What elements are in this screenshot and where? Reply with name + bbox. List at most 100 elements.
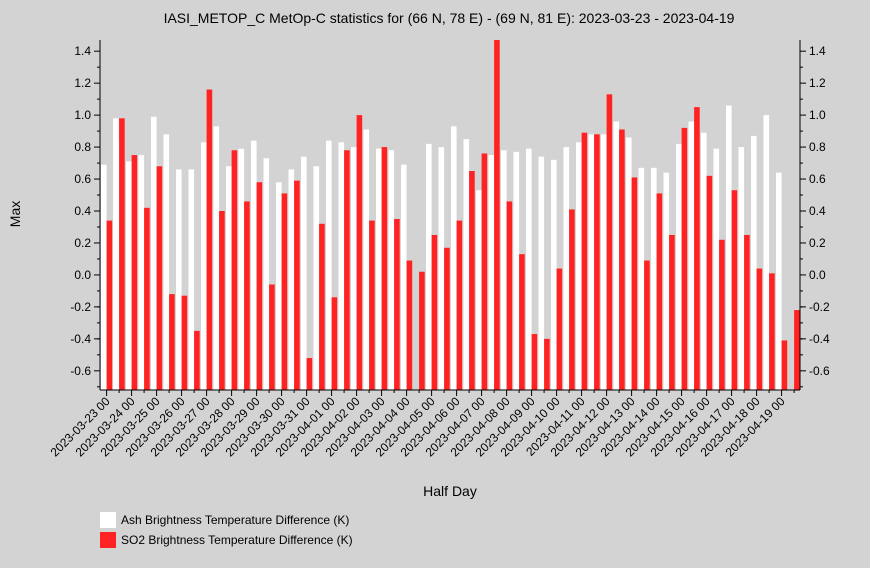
ash-bar-15 (288, 169, 295, 390)
so2-bar-18 (331, 297, 338, 390)
so2-bar-44 (656, 193, 663, 390)
ash-bar-2 (126, 161, 132, 390)
so2-bar-41 (619, 129, 625, 390)
so2-bar-40 (606, 94, 613, 390)
so2-bar-0 (106, 220, 113, 390)
so2-bar-23 (394, 219, 400, 390)
so2-bar-27 (444, 247, 450, 390)
so2-bar-48 (706, 175, 713, 390)
so2-bar-29 (469, 171, 475, 390)
bars-group (101, 40, 800, 391)
ash-bar-31 (488, 155, 495, 390)
so2-bar-32 (506, 201, 513, 390)
so2-bar-37 (569, 209, 575, 390)
so2-bar-1 (119, 118, 125, 390)
ash-bar-36 (551, 159, 557, 390)
so2-bar-20 (356, 115, 363, 391)
ash-bar-39 (588, 134, 595, 390)
so2-bar-12 (256, 182, 263, 390)
so2-bar-17 (319, 223, 325, 390)
so2-bar-34 (531, 334, 538, 390)
y-tick-label-right: -0.4 (809, 332, 830, 346)
so2-bar-25 (419, 271, 425, 390)
ash-bar-46 (676, 143, 682, 390)
ash-bar-11 (238, 148, 245, 390)
legend-label-ash: Ash Brightness Temperature Difference (K… (121, 513, 349, 527)
ash-bar-20 (351, 147, 357, 390)
so2-bar-30 (481, 153, 488, 390)
y-tick-label-left: 0.0 (74, 268, 91, 282)
y-tick-label-right: 1.2 (809, 76, 826, 90)
ash-bar-35 (538, 156, 545, 390)
legend-swatch-ash (100, 512, 116, 528)
ash-bar-extra (113, 118, 119, 390)
ash-bar-50 (726, 105, 732, 390)
y-tick-label-left: 0.8 (74, 140, 91, 154)
so2-bar-50 (731, 190, 738, 390)
ash-bar-38 (576, 142, 582, 390)
y-tick-label-left: 0.6 (74, 172, 91, 186)
so2-bar-14 (281, 193, 288, 390)
so2-bar-9 (219, 211, 225, 390)
y-axis-label: Max (7, 201, 23, 227)
ash-bar-37 (563, 147, 570, 390)
legend-swatch-so2 (100, 532, 116, 548)
y-tick-label-right: 0.2 (809, 236, 826, 250)
ash-bar-30 (476, 190, 482, 390)
y-tick-label-left: -0.4 (70, 332, 91, 346)
so2-bar-5 (169, 294, 175, 390)
y-tick-label-right: 0.6 (809, 172, 826, 186)
y-tick-label-left: 1.2 (74, 76, 91, 90)
ash-bar-42 (626, 137, 632, 390)
so2-bar-33 (519, 254, 525, 390)
so2-bar-2 (131, 155, 138, 390)
so2-bar-24 (406, 260, 413, 390)
ash-bar-4 (151, 116, 157, 391)
so2-bar-55 (794, 310, 800, 390)
y-tick-label-right: 1.0 (809, 108, 826, 122)
so2-bar-15 (294, 180, 300, 390)
so2-bar-45 (669, 234, 675, 390)
ash-bar-14 (276, 182, 282, 390)
ash-bar-45 (663, 172, 670, 390)
y-tick-label-left: 1.0 (74, 108, 91, 122)
ash-bar-21 (363, 129, 370, 390)
so2-bar-54 (781, 340, 788, 390)
ash-bar-16 (301, 156, 307, 390)
so2-bar-53 (769, 273, 775, 390)
ash-bar-40 (601, 134, 607, 390)
ash-bar-24 (401, 164, 407, 390)
so2-bar-51 (744, 234, 750, 390)
ash-bar-5 (163, 134, 170, 390)
ash-bar-26 (426, 143, 432, 390)
ash-bar-22 (376, 148, 382, 390)
ash-bar-3 (138, 155, 145, 390)
ash-bar-18 (326, 140, 332, 390)
ash-bar-32 (501, 150, 507, 390)
so2-bar-36 (556, 268, 563, 390)
y-tick-label-left: -0.6 (70, 364, 91, 378)
so2-bar-13 (269, 284, 275, 390)
so2-bar-4 (156, 166, 163, 390)
ash-bar-13 (263, 158, 270, 390)
y-tick-label-left: 0.4 (74, 204, 91, 218)
so2-bar-21 (369, 220, 375, 390)
ash-bar-33 (513, 151, 520, 390)
so2-bar-11 (244, 201, 250, 390)
ash-bar-9 (213, 126, 220, 391)
so2-bar-7 (194, 330, 200, 390)
y-tick-label-right: 0.0 (809, 268, 826, 282)
ash-bar-8 (201, 142, 207, 390)
so2-bar-43 (644, 260, 650, 390)
y-tick-label-left: 0.2 (74, 236, 91, 250)
y-tick-label-right: 1.4 (809, 44, 826, 58)
ash-bar-51 (738, 147, 745, 390)
so2-bar-38 (581, 132, 588, 390)
ash-bar-52 (751, 135, 757, 390)
ash-bar-47 (688, 121, 695, 390)
so2-bar-26 (431, 234, 438, 390)
ash-bar-10 (226, 166, 232, 390)
ash-bar-6 (176, 169, 182, 390)
